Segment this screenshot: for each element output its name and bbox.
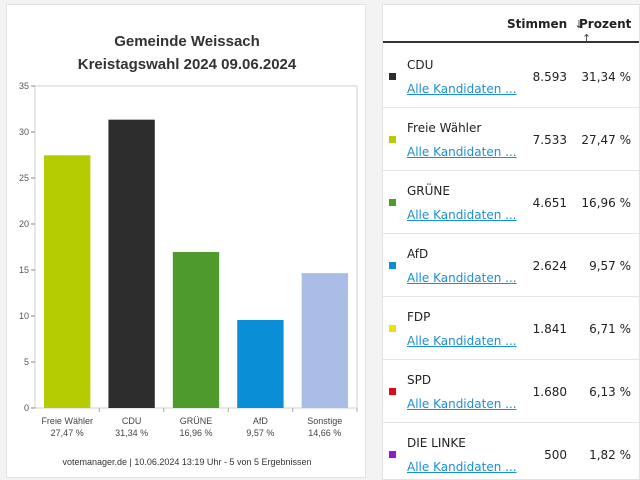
chart-subtitle: Kreistagswahl 2024 09.06.2024: [78, 56, 297, 73]
sort-down-icon: ↓: [574, 18, 584, 31]
votes-header-label: Stimmen: [507, 17, 568, 31]
party-color-swatch: [389, 388, 396, 395]
table-row: DIE LINKE Alle Kandidaten ... 500 1,82 %: [383, 423, 639, 479]
x-tick-label: Sonstige: [307, 416, 342, 426]
percent-value: 6,13 %: [589, 385, 631, 399]
x-tick-label: AfD: [253, 416, 269, 426]
votes-header[interactable]: Stimmen ↓: [507, 17, 584, 31]
party-name: AfD: [407, 247, 429, 261]
percent-header-label: Prozent: [579, 17, 632, 31]
party-color-swatch: [389, 73, 396, 80]
chart-title: Gemeinde Weissach: [114, 33, 260, 50]
votes-value: 500: [544, 448, 567, 462]
votes-value: 2.624: [532, 259, 567, 273]
bar: [237, 319, 284, 408]
bar: [172, 251, 220, 408]
x-tick-pct-label: 31,34 %: [115, 428, 148, 438]
y-tick-label: 0: [24, 403, 29, 413]
x-tick-label: CDU: [122, 416, 142, 426]
y-tick-label: 25: [19, 173, 29, 183]
votes-value: 1.841: [532, 322, 567, 336]
votes-value: 4.651: [532, 196, 567, 210]
party-color-swatch: [389, 451, 396, 458]
percent-value: 1,82 %: [589, 448, 631, 462]
y-tick-label: 10: [19, 311, 29, 321]
party-name: FDP: [407, 310, 431, 324]
x-tick-label: Freie Wähler: [41, 416, 93, 426]
party-color-swatch: [389, 262, 396, 269]
sort-up-icon: ↑: [582, 32, 592, 45]
x-tick-pct-label: 14,66 %: [308, 428, 341, 438]
all-candidates-link[interactable]: Alle Kandidaten ...: [407, 145, 517, 159]
percent-header[interactable]: Prozent ↑: [579, 17, 639, 45]
table-row: AfD Alle Kandidaten ... 2.624 9,57 %: [383, 234, 639, 297]
y-tick-label: 35: [19, 81, 29, 91]
x-tick-pct-label: 16,96 %: [179, 428, 212, 438]
votes-value: 1.680: [532, 385, 567, 399]
party-color-swatch: [389, 325, 396, 332]
table-header: Stimmen ↓ Prozent ↑: [383, 5, 639, 45]
all-candidates-link[interactable]: Alle Kandidaten ...: [407, 460, 517, 474]
x-tick-pct-label: 9,57 %: [246, 428, 274, 438]
y-tick-label: 30: [19, 127, 29, 137]
bar: [108, 119, 155, 408]
all-candidates-link[interactable]: Alle Kandidaten ...: [407, 208, 517, 222]
votes-value: 7.533: [532, 133, 567, 147]
votes-value: 8.593: [532, 70, 567, 84]
percent-value: 31,34 %: [581, 70, 631, 84]
x-tick-pct-label: 27,47 %: [51, 428, 84, 438]
bar-chart: Gemeinde Weissach Kreistagswahl 2024 09.0…: [19, 33, 358, 467]
percent-value: 16,96 %: [581, 196, 631, 210]
all-candidates-link[interactable]: Alle Kandidaten ...: [407, 271, 517, 285]
party-color-swatch: [389, 136, 396, 143]
party-name: CDU: [407, 58, 434, 72]
bar: [44, 155, 91, 408]
all-candidates-link[interactable]: Alle Kandidaten ...: [407, 334, 517, 348]
y-tick-label: 15: [19, 265, 29, 275]
x-tick-label: GRÜNE: [180, 416, 213, 426]
table-row: SPD Alle Kandidaten ... 1.680 6,13 %: [383, 360, 639, 423]
table-row: CDU Alle Kandidaten ... 8.593 31,34 %: [383, 45, 639, 108]
percent-value: 6,71 %: [589, 322, 631, 336]
party-color-swatch: [389, 199, 396, 206]
party-name: DIE LINKE: [407, 436, 466, 450]
party-name: GRÜNE: [407, 184, 450, 198]
bar: [301, 273, 348, 408]
table-row: GRÜNE Alle Kandidaten ... 4.651 16,96 %: [383, 171, 639, 234]
percent-value: 9,57 %: [589, 259, 631, 273]
party-name: Freie Wähler: [407, 121, 482, 135]
y-tick-label: 20: [19, 219, 29, 229]
table-row: Freie Wähler Alle Kandidaten ... 7.533 2…: [383, 108, 639, 171]
all-candidates-link[interactable]: Alle Kandidaten ...: [407, 82, 517, 96]
y-tick-label: 5: [24, 357, 29, 367]
table-row: FDP Alle Kandidaten ... 1.841 6,71 %: [383, 297, 639, 360]
all-candidates-link[interactable]: Alle Kandidaten ...: [407, 397, 517, 411]
percent-value: 27,47 %: [581, 133, 631, 147]
party-name: SPD: [407, 373, 432, 387]
chart-panel: Gemeinde Weissach Kreistagswahl 2024 09.0…: [6, 4, 366, 478]
results-table: Stimmen ↓ Prozent ↑ CDU Alle Kandidaten …: [382, 4, 640, 480]
chart-footer: votemanager.de | 10.06.2024 13:19 Uhr - …: [62, 457, 311, 467]
